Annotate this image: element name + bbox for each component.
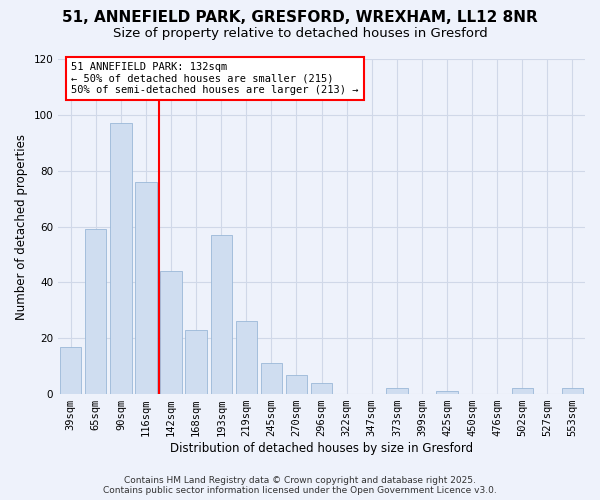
Text: 51, ANNEFIELD PARK, GRESFORD, WREXHAM, LL12 8NR: 51, ANNEFIELD PARK, GRESFORD, WREXHAM, L… [62,10,538,25]
Bar [211,235,232,394]
Text: 51 ANNEFIELD PARK: 132sqm
← 50% of detached houses are smaller (215)
50% of semi: 51 ANNEFIELD PARK: 132sqm ← 50% of detac… [71,62,359,95]
Bar [110,123,131,394]
Bar [136,182,157,394]
Text: Size of property relative to detached houses in Gresford: Size of property relative to detached ho… [113,28,487,40]
Bar [311,383,332,394]
Bar [512,388,533,394]
X-axis label: Distribution of detached houses by size in Gresford: Distribution of detached houses by size … [170,442,473,455]
Bar [286,374,307,394]
Bar [60,346,82,394]
Bar [185,330,207,394]
Bar [160,271,182,394]
Bar [85,230,106,394]
Bar [261,364,282,394]
Bar [436,392,458,394]
Bar [562,388,583,394]
Bar [386,388,407,394]
Text: Contains HM Land Registry data © Crown copyright and database right 2025.
Contai: Contains HM Land Registry data © Crown c… [103,476,497,495]
Bar [236,322,257,394]
Y-axis label: Number of detached properties: Number of detached properties [15,134,28,320]
